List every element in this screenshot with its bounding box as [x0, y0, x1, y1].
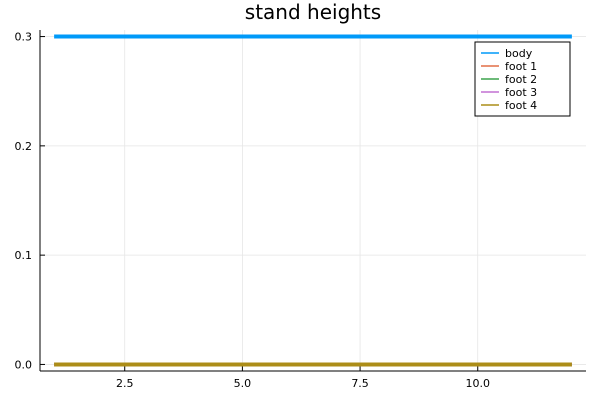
legend-label: foot 1 — [505, 60, 537, 73]
y-tick-label: 0.0 — [15, 358, 33, 371]
legend-label: foot 3 — [505, 86, 537, 99]
x-tick-label: 2.5 — [116, 377, 134, 390]
x-tick-label: 7.5 — [351, 377, 369, 390]
axes: 2.5 5.0 7.5 10.0 0.0 0.1 0.2 0.3 — [15, 30, 586, 390]
legend-label: foot 4 — [505, 99, 537, 112]
x-tick-label: 5.0 — [234, 377, 252, 390]
legend-label: body — [505, 47, 533, 60]
x-tick-label: 10.0 — [465, 377, 490, 390]
y-tick-label: 0.2 — [15, 140, 33, 153]
y-tick-label: 0.1 — [15, 249, 33, 262]
legend-label: foot 2 — [505, 73, 537, 86]
chart-title: stand heights — [245, 0, 381, 24]
y-tick-label: 0.3 — [15, 31, 33, 44]
series-group — [54, 34, 572, 367]
